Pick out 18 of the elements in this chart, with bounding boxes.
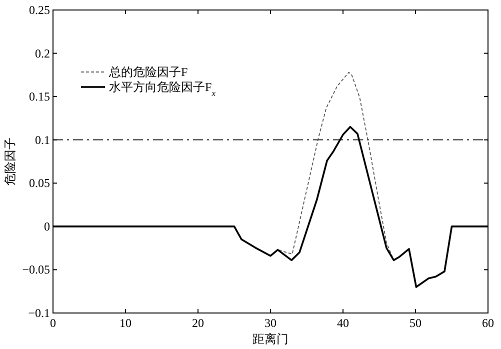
y-tick-label: 0.15 (29, 90, 50, 104)
x-axis-title: 距离门 (252, 332, 288, 346)
legend-label: 水平方向危险因子F$_{x}$ (109, 80, 216, 98)
x-tick-label: 20 (192, 316, 204, 330)
x-tick-label: 60 (482, 316, 494, 330)
legend-label: 总的危险因子F (108, 65, 188, 79)
y-tick-label: 0.25 (29, 3, 50, 17)
y-tick-label: 0.1 (35, 132, 50, 147)
y-tick-label: 0 (44, 219, 50, 234)
y-tick-label: 0.05 (29, 176, 50, 190)
x-tick-label: 10 (120, 316, 132, 330)
y-axis-title: 危险因子 (3, 138, 17, 186)
y-tick-label: −0.05 (22, 262, 50, 277)
x-tick-label: 50 (410, 316, 422, 330)
x-tick-label: 30 (264, 316, 276, 330)
y-tick-label: −0.1 (28, 306, 50, 320)
x-tick-label: 40 (337, 316, 349, 330)
y-tick-label: 0.2 (35, 46, 50, 60)
